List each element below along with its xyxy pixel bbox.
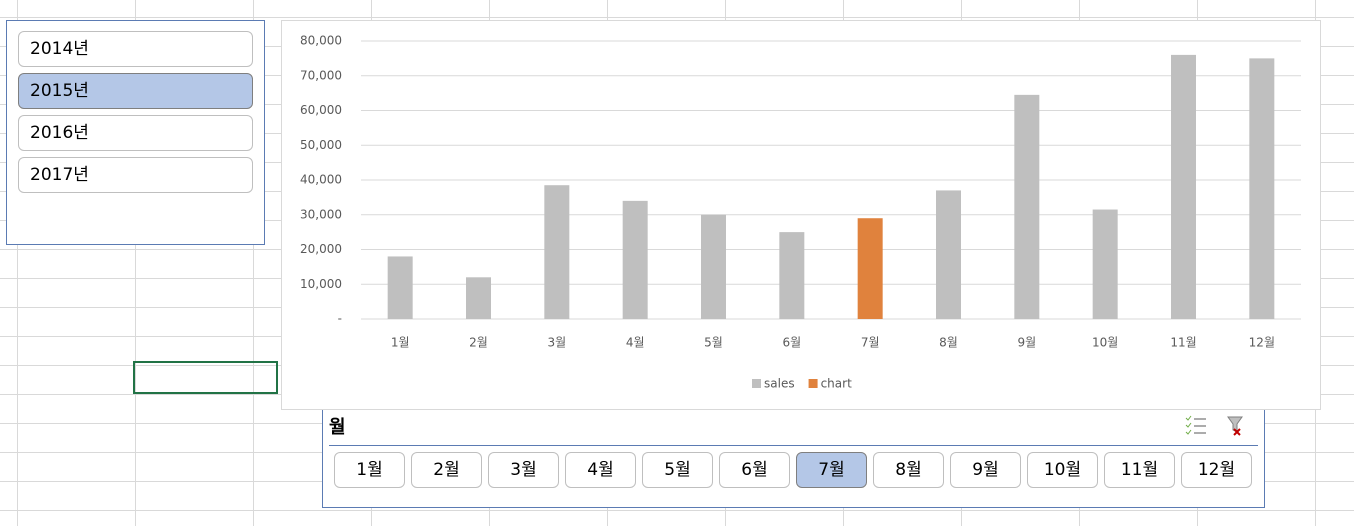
x-tick-label: 10월 xyxy=(1092,336,1118,350)
x-tick-label: 1월 xyxy=(391,336,410,350)
legend-swatch xyxy=(752,379,761,388)
legend-swatch xyxy=(808,379,818,388)
slicer-button[interactable]: 2015년 xyxy=(18,73,253,109)
y-tick-label: 60,000 xyxy=(300,103,342,117)
slicer-button[interactable]: 2월 xyxy=(411,452,482,488)
slicer-title: 월 xyxy=(329,417,346,438)
slicer-button[interactable]: 10월 xyxy=(1027,452,1098,488)
bar xyxy=(1014,94,1040,319)
slicer-button[interactable]: 12월 xyxy=(1181,452,1252,488)
bar xyxy=(544,185,570,319)
clear-filter-icon[interactable] xyxy=(1227,416,1243,436)
x-tick-label: 9월 xyxy=(1017,336,1036,350)
slicer-button[interactable]: 3월 xyxy=(488,452,559,488)
y-tick-label: 30,000 xyxy=(300,207,342,221)
x-tick-label: 8월 xyxy=(939,336,958,350)
slicer-button[interactable]: 5월 xyxy=(642,452,713,488)
selected-cell[interactable] xyxy=(133,361,278,394)
month-slicer: 월 1월 2월 3월 4월 5월 6월 7월 8월 9월 10월 11월 12월 xyxy=(322,400,1265,508)
chart: - 10,000 20,000 30,000 40,000 50,000 60,000 70,… xyxy=(300,34,1301,391)
slicer-icons xyxy=(1185,415,1243,436)
y-tick-label: 40,000 xyxy=(300,173,342,187)
slicer-button[interactable]: 9월 xyxy=(950,452,1021,488)
y-tick-label: 80,000 xyxy=(300,34,342,48)
y-tick-label: - xyxy=(338,312,342,326)
slicer-button[interactable]: 6월 xyxy=(719,452,790,488)
bar xyxy=(1092,209,1118,319)
x-tick-label: 2월 xyxy=(469,336,488,350)
x-tick-label: 4월 xyxy=(626,336,645,350)
x-tick-label: 5월 xyxy=(704,336,723,350)
legend-label: sales xyxy=(764,377,795,391)
bar xyxy=(936,190,961,319)
slicer-button[interactable]: 8월 xyxy=(873,452,944,488)
x-tick-label: 11월 xyxy=(1170,336,1196,350)
x-tick-label: 3월 xyxy=(547,336,566,350)
x-tick-label: 7월 xyxy=(861,336,880,350)
slicer-button[interactable]: 11월 xyxy=(1104,452,1175,488)
year-slicer: 2014년 2015년 2016년 2017년 xyxy=(6,20,265,245)
x-tick-label: 6월 xyxy=(782,336,801,350)
bar xyxy=(701,214,726,319)
legend-label: chart xyxy=(821,377,852,391)
separator xyxy=(329,445,1258,446)
y-tick-label: 20,000 xyxy=(300,242,342,256)
y-tick-label: 10,000 xyxy=(300,277,342,291)
bar xyxy=(387,256,413,319)
slicer-button[interactable]: 2017년 xyxy=(18,157,253,193)
slicer-button[interactable]: 4월 xyxy=(565,452,636,488)
slicer-button[interactable]: 1월 xyxy=(334,452,405,488)
bar xyxy=(1249,58,1275,319)
slicer-button[interactable]: 2016년 xyxy=(18,115,253,151)
bar xyxy=(779,232,805,319)
bar xyxy=(857,218,883,319)
slicer-button[interactable]: 2014년 xyxy=(18,31,253,67)
y-tick-label: 70,000 xyxy=(300,68,342,82)
multi-select-icon[interactable] xyxy=(1185,415,1206,435)
chart-container: - 10,000 20,000 30,000 40,000 50,000 60,000 70,… xyxy=(281,20,1321,410)
bar xyxy=(622,200,648,319)
bar xyxy=(466,277,491,319)
x-tick-label: 12월 xyxy=(1249,336,1275,350)
bar xyxy=(1171,54,1196,320)
y-tick-label: 50,000 xyxy=(300,138,342,152)
slicer-button[interactable]: 7월 xyxy=(796,452,867,488)
